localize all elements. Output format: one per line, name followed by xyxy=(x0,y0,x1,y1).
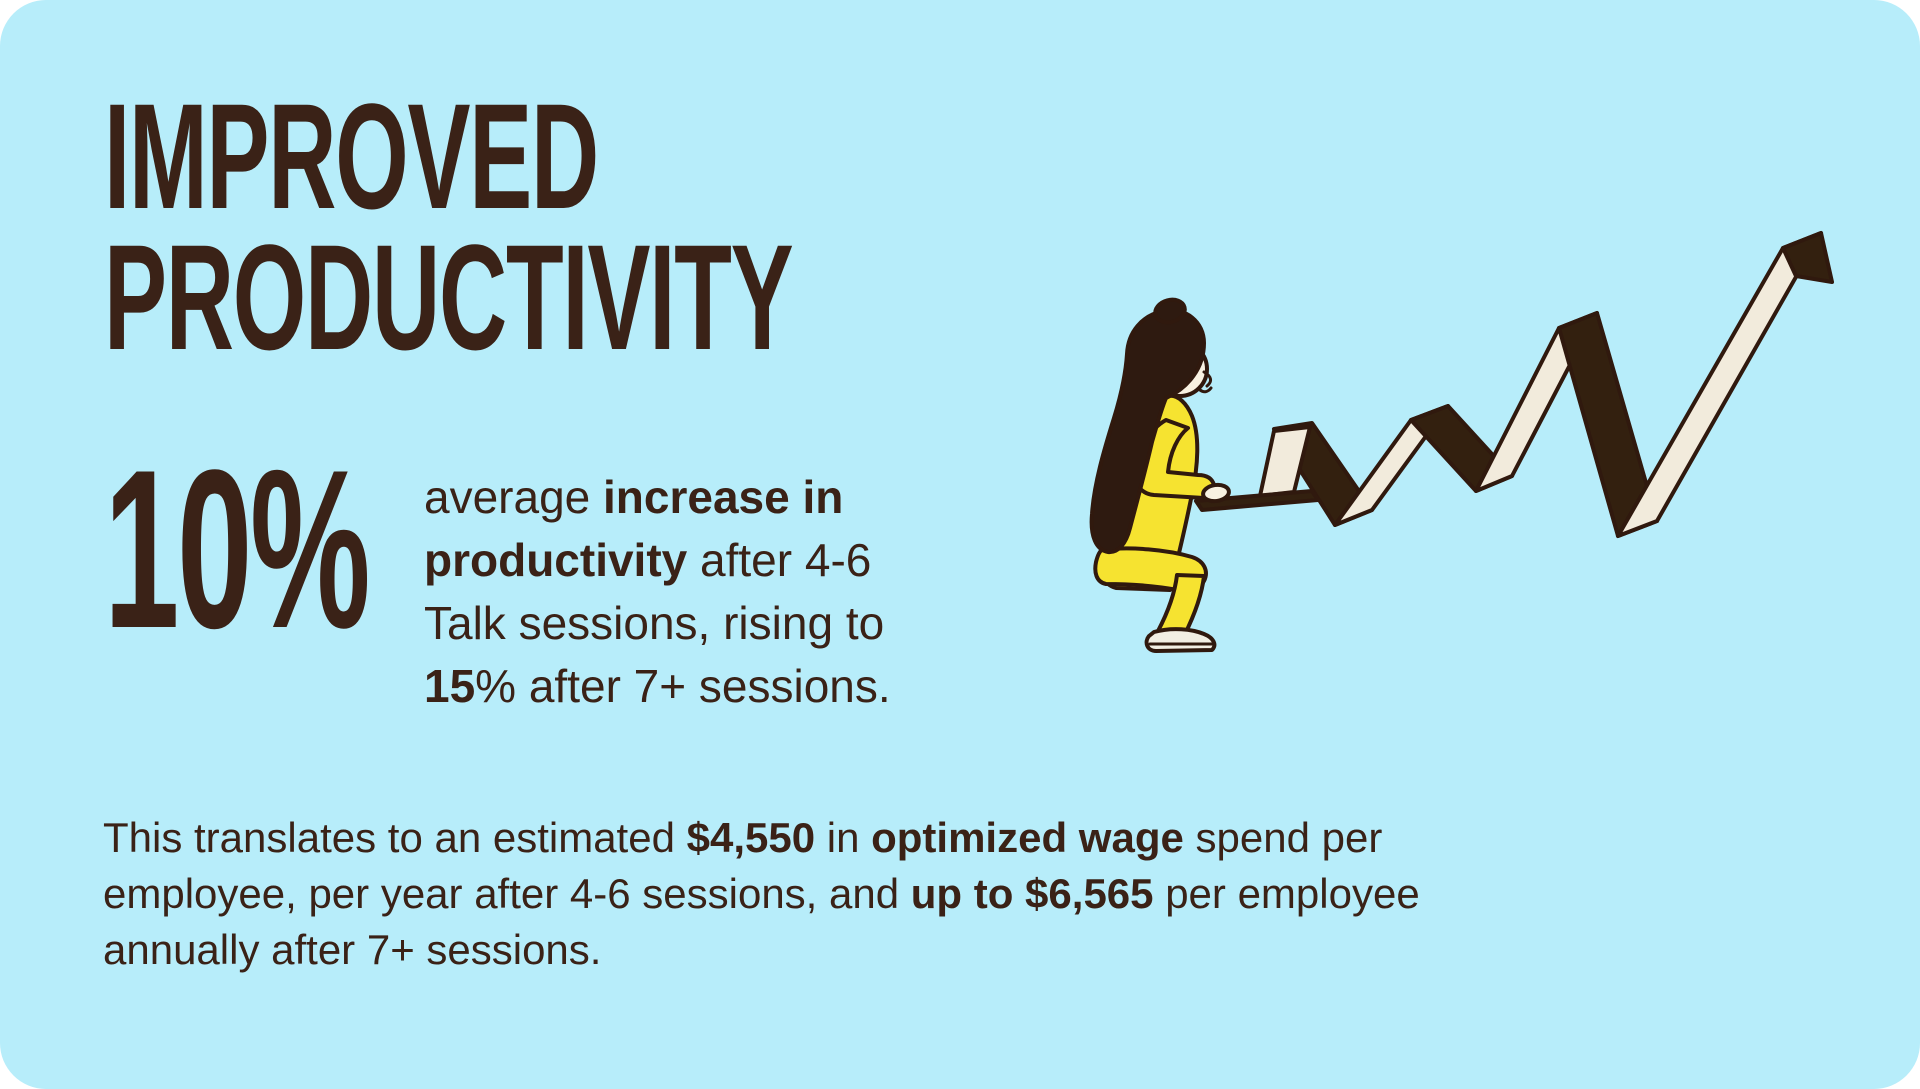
person-hair-bun xyxy=(1153,297,1187,325)
bold-text-segment: 15 xyxy=(424,660,476,712)
person-sneaker xyxy=(1144,627,1217,653)
person-hair xyxy=(1089,308,1206,555)
stat-description: average increase in productivity after 4-… xyxy=(424,466,891,718)
ribbon-tip-fold xyxy=(1781,231,1834,284)
laptop-screen xyxy=(1258,425,1312,498)
bold-text-segment: optimized wage xyxy=(871,814,1184,861)
text-segment: spend per xyxy=(1183,814,1383,861)
laptop xyxy=(1194,425,1320,512)
page-title-line-1: IMPROVED xyxy=(104,72,599,240)
text-segment: average xyxy=(424,471,604,523)
text-segment: per employee xyxy=(1153,870,1420,917)
stat-value: 10% xyxy=(104,422,371,675)
text-line: productivity after 4-6 xyxy=(424,529,891,592)
bold-text-segment: increase in xyxy=(603,471,844,523)
person-hand xyxy=(1201,482,1231,504)
text-line: This translates to an estimated $4,550 i… xyxy=(103,810,1420,866)
text-segment: % after 7+ sessions. xyxy=(475,660,891,712)
person xyxy=(1089,297,1231,653)
bold-text-segment: $4,550 xyxy=(686,814,816,861)
text-segment: employee, per year after 4-6 sessions, a… xyxy=(103,870,911,917)
text-line: average increase in xyxy=(424,466,891,529)
laptop-base xyxy=(1194,489,1320,512)
woman-typing-laptop-rising-ribbon-illustration xyxy=(1089,231,1834,653)
page-title-line-2: PRODUCTIVITY xyxy=(104,213,794,381)
text-line: annually after 7+ sessions. xyxy=(103,922,1420,978)
page-title: IMPROVED PRODUCTIVITY xyxy=(104,72,1197,381)
person-nose xyxy=(1202,370,1213,388)
text-segment: after 4-6 xyxy=(687,534,872,586)
text-line: 15% after 7+ sessions. xyxy=(424,655,891,718)
text-segment: This translates to an estimated xyxy=(103,814,687,861)
zigzag-ribbon xyxy=(1272,231,1834,538)
text-segment: Talk sessions, rising to xyxy=(424,597,885,649)
bold-text-segment: up to $6,565 xyxy=(910,870,1154,917)
text-segment: in xyxy=(815,814,872,861)
bold-text-segment: productivity xyxy=(424,534,688,586)
bottom-paragraph: This translates to an estimated $4,550 i… xyxy=(103,810,1420,978)
text-line: employee, per year after 4-6 sessions, a… xyxy=(103,866,1420,922)
text-line: Talk sessions, rising to xyxy=(424,592,891,655)
person-mouth xyxy=(1198,386,1213,394)
text-segment: annually after 7+ sessions. xyxy=(103,926,602,973)
ribbon-light-face-3 xyxy=(1616,231,1823,538)
